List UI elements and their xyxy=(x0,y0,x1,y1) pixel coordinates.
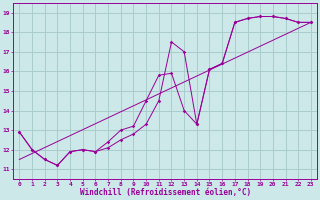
X-axis label: Windchill (Refroidissement éolien,°C): Windchill (Refroidissement éolien,°C) xyxy=(80,188,251,197)
